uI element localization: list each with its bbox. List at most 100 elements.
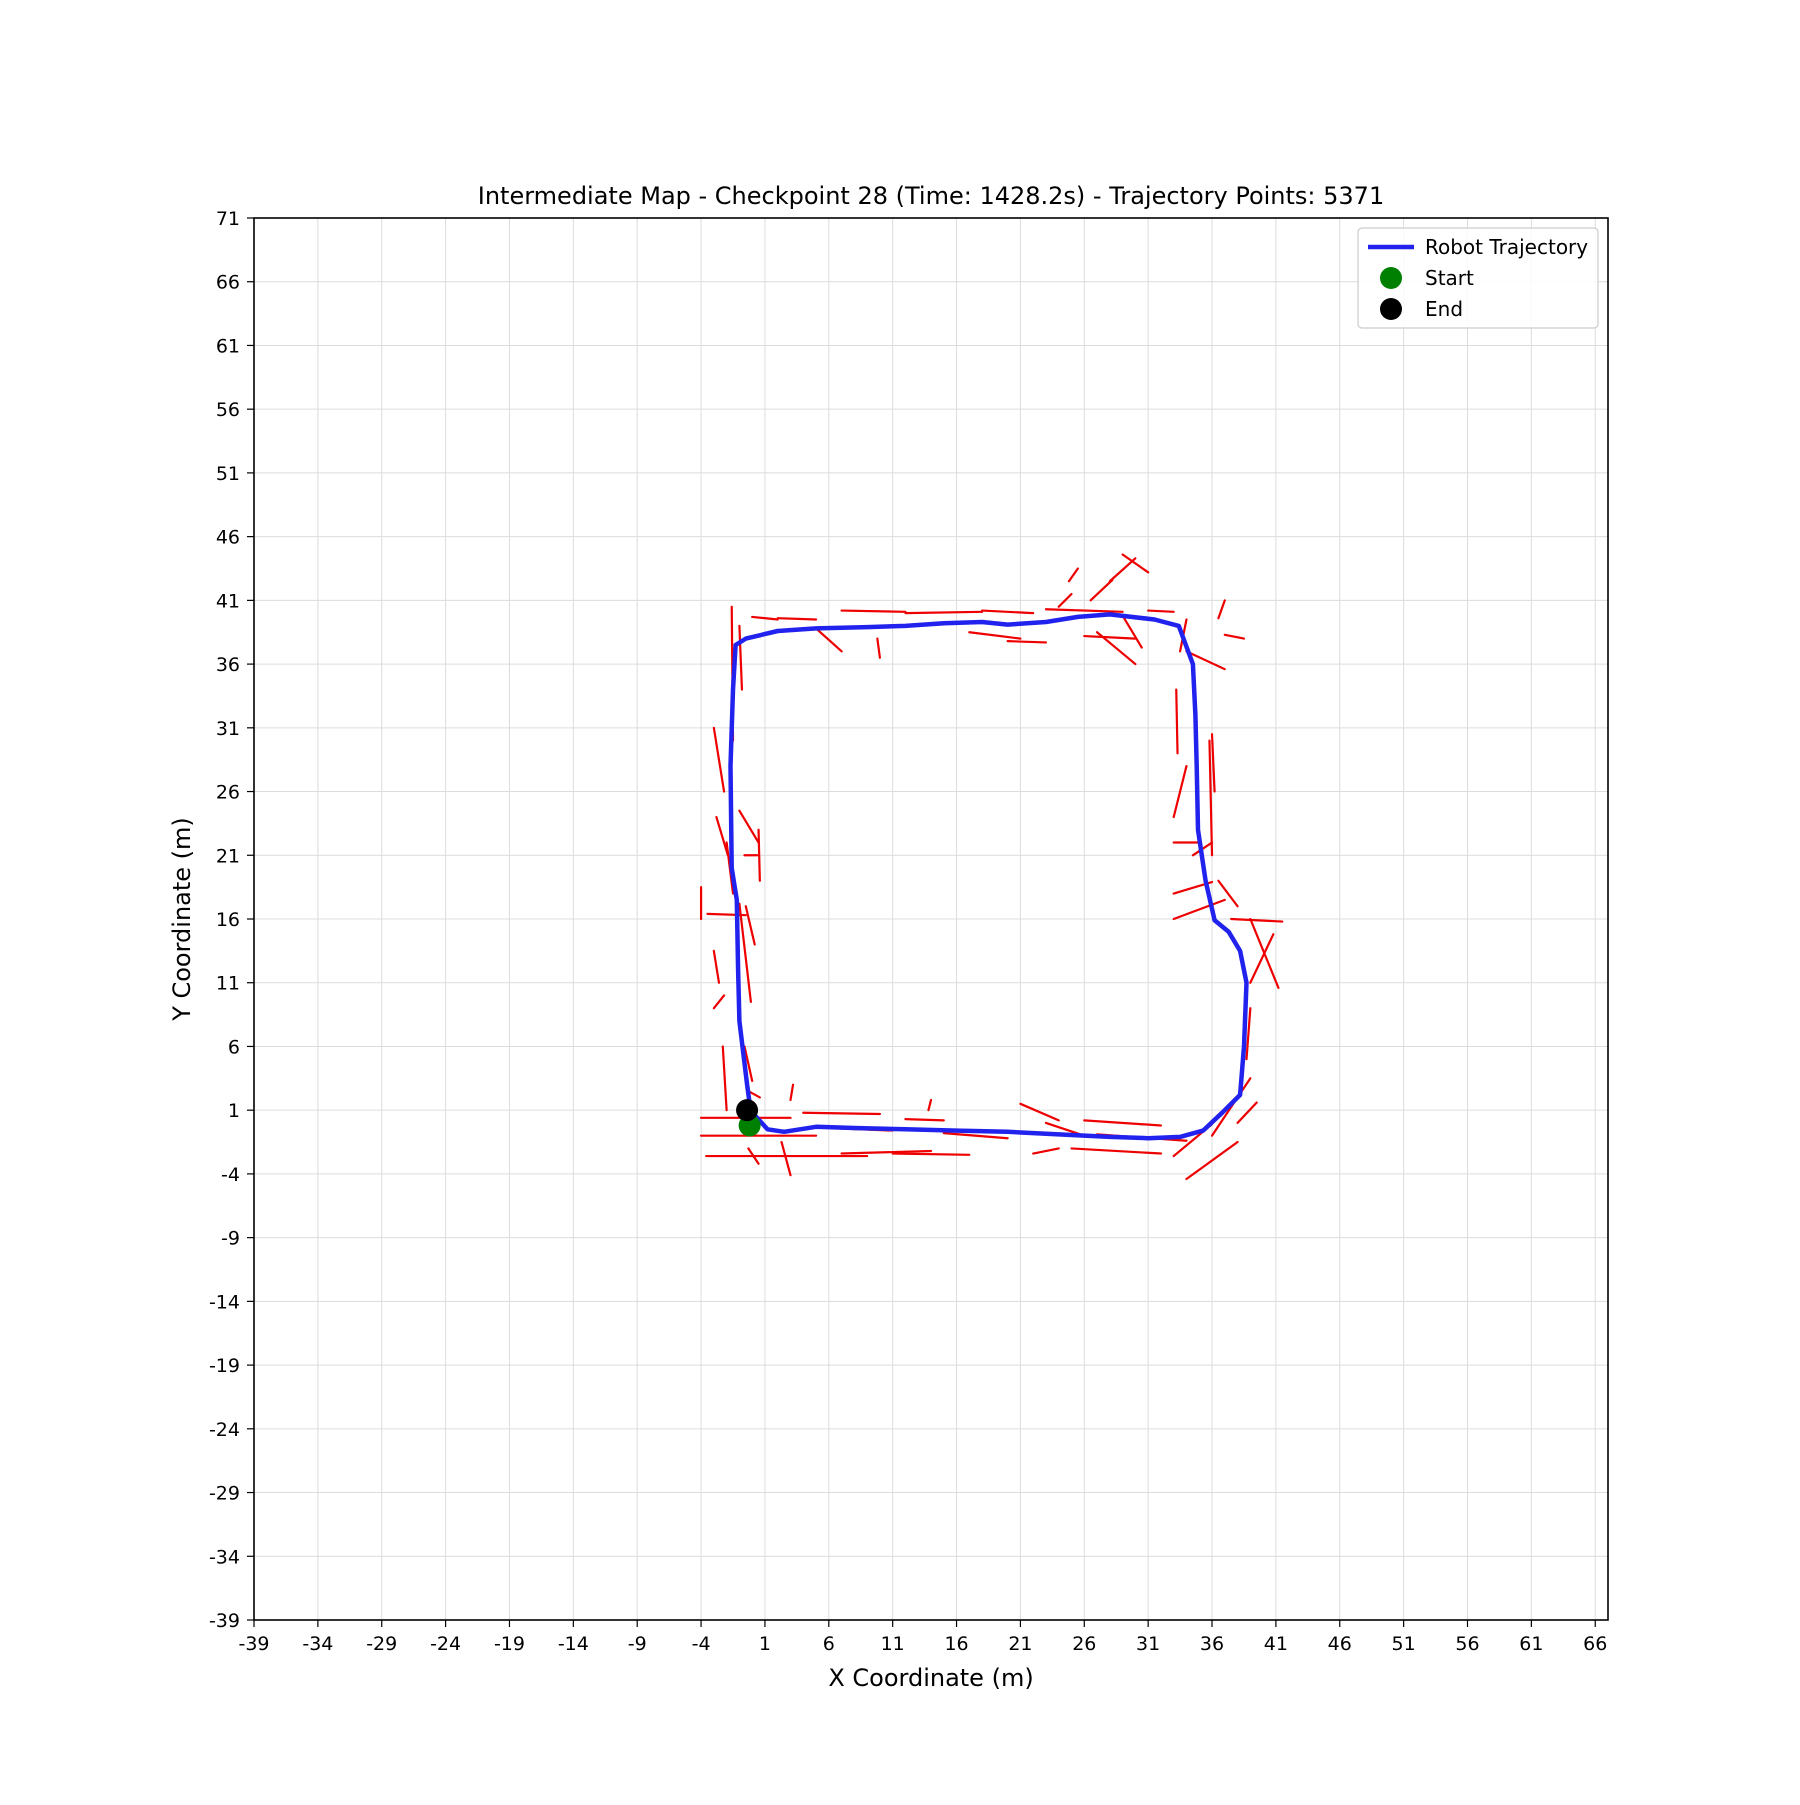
map-obstacle	[968, 631, 1022, 640]
map-obstacle	[840, 1149, 933, 1155]
map-obstacle	[1172, 764, 1188, 819]
map-obstacle	[1019, 1102, 1060, 1122]
y-tick-label: -34	[209, 1546, 240, 1568]
y-tick-label: 71	[216, 208, 240, 230]
end-marker	[736, 1099, 759, 1122]
y-axis-title: Y Coordinate (m)	[168, 817, 196, 1022]
map-obstacle	[891, 1152, 971, 1156]
x-axis-title: X Coordinate (m)	[828, 1664, 1033, 1692]
map-obstacle	[802, 1111, 882, 1116]
y-tick-label: 61	[216, 335, 240, 357]
y-tick-label: 21	[216, 845, 240, 867]
y-tick-label: 16	[216, 909, 240, 931]
map-obstacle	[706, 912, 747, 917]
axis-ticks: -39 -34 -29 -24 -19 -14 -9 -4 1 6 11 16 21 26 31 36 41 46…	[209, 208, 1607, 1655]
map-obstacle	[1006, 640, 1048, 644]
x-tick-label: 51	[1392, 1633, 1416, 1655]
map-obstacle	[1210, 1077, 1252, 1137]
map-obstacle	[876, 637, 882, 659]
marker-layer	[736, 1099, 761, 1137]
x-tick-label: 6	[823, 1633, 835, 1655]
legend-label-start: Start	[1425, 266, 1474, 290]
legend: Robot Trajectory Start End	[1357, 227, 1599, 329]
x-tick-label: 31	[1136, 1633, 1160, 1655]
y-tick-label: 56	[216, 399, 240, 421]
map-obstacle	[1172, 898, 1226, 921]
map-obstacle	[1083, 1119, 1163, 1127]
map-obstacle	[747, 1147, 760, 1165]
x-tick-label: -24	[430, 1633, 461, 1655]
x-tick-label: 11	[881, 1633, 905, 1655]
y-tick-label: 41	[216, 590, 240, 612]
y-tick-label: 51	[216, 463, 240, 485]
y-tick-label: -24	[209, 1419, 240, 1441]
map-obstacle	[1249, 933, 1275, 984]
legend-end-swatch	[1380, 298, 1402, 320]
x-tick-label: 21	[1008, 1633, 1032, 1655]
x-tick-label: -29	[366, 1633, 397, 1655]
legend-start-swatch	[1380, 267, 1402, 289]
x-tick-label: -9	[628, 1633, 647, 1655]
map-obstacle	[738, 809, 760, 844]
x-tick-label: 66	[1583, 1633, 1607, 1655]
trajectory-layer	[728, 612, 1249, 1141]
map-obstacle	[738, 902, 752, 1003]
x-tick-label: 61	[1519, 1633, 1543, 1655]
map-obstacle	[780, 1140, 792, 1177]
map-obstacle	[814, 627, 843, 653]
x-tick-label: -39	[238, 1633, 269, 1655]
map-obstacle	[1089, 578, 1114, 602]
map-obstacle	[1217, 879, 1239, 908]
map-obstacle	[738, 624, 744, 691]
y-tick-label: 31	[216, 718, 240, 740]
map-obstacle	[1208, 739, 1214, 857]
map-obstacle	[1185, 1140, 1239, 1181]
chart-title: Intermediate Map - Checkpoint 28 (Time: …	[478, 182, 1384, 210]
x-tick-label: 1	[759, 1633, 771, 1655]
map-obstacle	[1032, 1147, 1060, 1155]
y-tick-label: -9	[221, 1228, 240, 1250]
map-obstacle	[1121, 614, 1143, 649]
map-obstacle	[1175, 688, 1179, 755]
map-obstacle	[743, 1045, 754, 1082]
map-obstacle	[1210, 733, 1216, 793]
legend-box	[1357, 227, 1599, 329]
map-obstacle	[904, 610, 984, 615]
y-tick-label: 11	[216, 973, 240, 995]
map-obstacle	[1249, 917, 1280, 989]
x-tick-label: 36	[1200, 1633, 1224, 1655]
map-obstacle	[942, 1132, 1009, 1140]
legend-label-trajectory: Robot Trajectory	[1425, 235, 1588, 259]
map-obstacle	[744, 905, 756, 946]
map-obstacle	[1108, 557, 1137, 583]
map-obstacle	[1121, 553, 1150, 574]
x-tick-label: 56	[1455, 1633, 1479, 1655]
x-tick-label: 41	[1264, 1633, 1288, 1655]
x-tick-label: -14	[558, 1633, 589, 1655]
y-tick-label: -29	[209, 1483, 240, 1505]
y-tick-label: 66	[216, 272, 240, 294]
y-tick-label: 36	[216, 654, 240, 676]
map-obstacle	[1057, 592, 1073, 608]
y-tick-label: 46	[216, 527, 240, 549]
map-obstacle	[1217, 599, 1226, 620]
map-obstacle	[789, 1083, 795, 1102]
map-obstacle	[1236, 1101, 1258, 1125]
map-obstacle	[980, 609, 1035, 615]
x-tick-label: -19	[494, 1633, 525, 1655]
y-tick-label: -19	[209, 1355, 240, 1377]
map-obstacle	[712, 726, 726, 793]
grid	[253, 217, 1608, 1621]
legend-label-end: End	[1425, 297, 1463, 321]
map-obstacle	[1230, 917, 1284, 923]
map-obstacle	[757, 828, 761, 882]
map-obstacles	[699, 553, 1284, 1181]
map-obstacle	[712, 949, 721, 984]
map-obstacle	[712, 994, 726, 1010]
y-tick-label: 6	[228, 1036, 240, 1058]
trajectory-line	[728, 612, 1249, 1141]
x-tick-label: -34	[302, 1633, 333, 1655]
map-obstacle	[1083, 634, 1137, 640]
map-obstacle	[1245, 1007, 1252, 1061]
